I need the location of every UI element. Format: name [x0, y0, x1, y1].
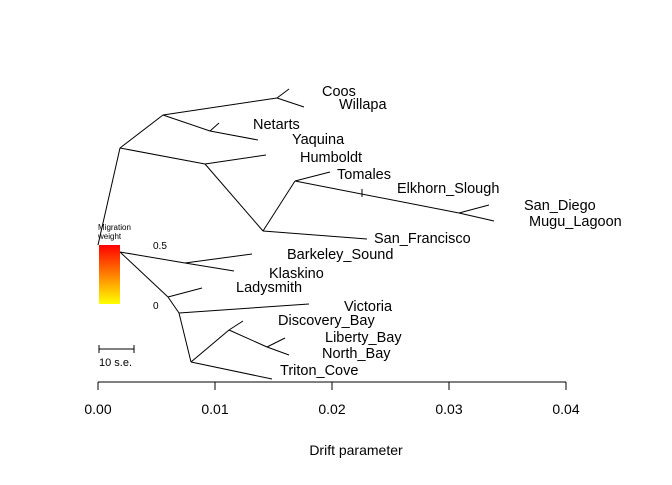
scale-bar-label: 10 s.e.: [99, 357, 132, 369]
tree-branch: [294, 171, 331, 182]
tip-label-liberty-bay: Liberty_Bay: [325, 330, 402, 346]
tree-branch: [167, 287, 203, 298]
tip-label-victoria: Victoria: [344, 299, 393, 315]
tree-branch: [184, 262, 235, 272]
tree-branch: [294, 180, 460, 214]
tree-branch: [119, 251, 186, 264]
tip-label-san-diego: San_Diego: [524, 198, 596, 214]
tip-label-barkeley-sound: Barkeley_Sound: [287, 247, 393, 263]
tree-branch: [178, 303, 310, 314]
tip-label-ladysmith: Ladysmith: [236, 280, 302, 296]
scale-bar: 10 s.e.: [98, 345, 135, 369]
tip-label-coos: Coos: [322, 84, 356, 100]
tip-label-san-francisco: San_Francisco: [374, 231, 471, 247]
tree-branch: [162, 97, 278, 116]
tree-branch: [119, 251, 169, 298]
tip-label-klaskino: Klaskino: [269, 266, 324, 282]
tip-label-tomales: Tomales: [337, 167, 391, 183]
tree-branch: [204, 154, 267, 165]
tip-label-mugu-lagoon: Mugu_Lagoon: [529, 214, 622, 230]
legend-min-label: 0: [153, 301, 159, 312]
tree-branch: [209, 122, 220, 132]
migration-legend: Migration weight 0.5 0: [97, 223, 167, 312]
tree-branch: [162, 114, 211, 132]
tree-branch: [204, 163, 264, 232]
tip-label-yaquina: Yaquina: [292, 132, 345, 148]
tree-branch: [190, 361, 273, 380]
tip-label-triton-cove: Triton_Cove: [280, 363, 358, 379]
tip-label-humboldt: Humboldt: [300, 150, 362, 166]
tree-branch: [97, 147, 121, 246]
tree-branch: [228, 320, 244, 331]
x-axis: 0.00 0.01 0.02 0.03 0.04: [84, 381, 580, 417]
legend-title-line2: weight: [97, 232, 122, 241]
tree-branch: [276, 97, 305, 108]
x-tick-label: 0.04: [552, 401, 579, 417]
x-tick-label: 0.02: [318, 401, 345, 417]
tree-branch: [184, 253, 253, 264]
x-tick-label: 0.00: [84, 401, 111, 417]
tree-branch: [119, 114, 164, 149]
tree-branch: [266, 337, 286, 348]
tree-branch: [178, 312, 192, 363]
tree-branch: [190, 329, 230, 363]
legend-max-label: 0.5: [153, 241, 167, 252]
x-tick-label: 0.03: [435, 401, 462, 417]
tree-branch: [228, 329, 268, 348]
legend-title-line1: Migration: [98, 223, 131, 232]
tree-branch: [209, 130, 259, 141]
tip-label-north-bay: North_Bay: [322, 346, 391, 362]
tree-branch: [262, 230, 368, 240]
tree-branch: [276, 88, 290, 99]
tip-label-willapa: Willapa: [339, 97, 387, 113]
x-tick-label: 0.01: [201, 401, 228, 417]
x-axis-title: Drift parameter: [309, 442, 403, 458]
tree-branch: [262, 180, 296, 232]
tree-branches: [97, 88, 495, 380]
tree-branch: [119, 147, 206, 165]
tree-branch: [458, 204, 490, 214]
tree-branch: [458, 212, 495, 222]
tree-branch: [266, 346, 290, 356]
migration-gradient-bar: [99, 245, 120, 304]
tip-label-netarts: Netarts: [253, 117, 300, 133]
tree-branch: [167, 296, 180, 314]
tip-label-discovery-bay: Discovery_Bay: [278, 313, 375, 329]
tip-label-elkhorn-slough: Elkhorn_Slough: [397, 181, 499, 197]
